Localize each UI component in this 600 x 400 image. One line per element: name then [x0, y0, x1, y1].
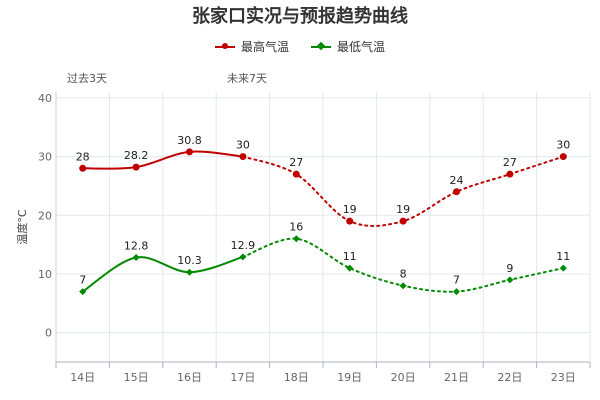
data-label: 12.9: [231, 239, 256, 252]
data-point[interactable]: [79, 288, 87, 296]
data-point[interactable]: [346, 264, 354, 272]
data-label: 11: [556, 250, 570, 263]
legend-marker-low: [311, 45, 331, 48]
x-tick-label: 15日: [124, 371, 149, 384]
legend-label-high: 最高气温: [240, 40, 289, 54]
data-label: 8: [400, 268, 407, 281]
x-tick-label: 23日: [551, 371, 576, 384]
data-label: 24: [450, 174, 464, 187]
series-line-observed-0: [82, 150, 243, 170]
data-label: 28: [76, 150, 90, 163]
series-line-observed-1: [82, 255, 244, 293]
data-label: 30.8: [177, 134, 202, 147]
x-tick-label: 18日: [284, 371, 309, 384]
data-point[interactable]: [186, 268, 193, 276]
data-label: 12.8: [124, 240, 149, 253]
data-point[interactable]: [132, 163, 140, 171]
data-point[interactable]: [453, 188, 460, 196]
data-label: 9: [506, 262, 513, 275]
data-point[interactable]: [292, 235, 300, 243]
data-point[interactable]: [506, 276, 514, 284]
y-tick-label: 30: [38, 151, 52, 164]
data-label: 28.2: [124, 149, 149, 162]
y-tick-label: 40: [38, 92, 52, 105]
data-point[interactable]: [399, 217, 407, 225]
legend-label-low: 最低气温: [337, 40, 386, 54]
data-point[interactable]: [132, 254, 140, 262]
data-point[interactable]: [239, 153, 247, 161]
data-label: 27: [289, 156, 303, 169]
x-tick-label: 16日: [177, 371, 202, 384]
y-tick-label: 0: [45, 327, 52, 340]
data-point[interactable]: [346, 217, 354, 225]
data-point[interactable]: [506, 170, 514, 178]
data-label: 7: [79, 274, 86, 287]
x-tick-label: 14日: [70, 371, 95, 384]
data-label: 27: [503, 156, 517, 169]
data-label: 30: [556, 139, 570, 152]
data-label: 11: [343, 250, 357, 263]
data-point[interactable]: [79, 164, 87, 172]
chart-title: 张家口实况与预报趋势曲线: [192, 6, 408, 27]
data-label: 10.3: [177, 254, 202, 267]
x-tick-label: 21日: [444, 371, 469, 384]
data-point[interactable]: [559, 264, 567, 272]
data-point[interactable]: [292, 170, 300, 178]
y-axis-label: 温度°C: [15, 209, 29, 244]
x-tick-label: 19日: [337, 371, 362, 384]
data-point[interactable]: [239, 253, 247, 261]
data-point[interactable]: [559, 153, 567, 161]
data-label: 16: [289, 221, 303, 234]
data-point[interactable]: [186, 148, 193, 156]
y-tick-label: 20: [38, 209, 52, 222]
past-period-label: 过去3天: [67, 72, 107, 85]
legend: 最高气温 最低气温: [0, 38, 600, 55]
data-label: 19: [343, 203, 357, 216]
x-tick-label: 20日: [391, 371, 416, 384]
data-label: 7: [453, 274, 460, 287]
x-tick-label: 17日: [230, 371, 255, 384]
legend-item-high[interactable]: 最高气温: [214, 38, 289, 55]
x-tick-label: 22日: [497, 371, 522, 384]
data-label: 30: [236, 139, 250, 152]
data-point[interactable]: [453, 288, 460, 296]
legend-item-low[interactable]: 最低气温: [311, 38, 385, 55]
data-label: 19: [396, 203, 410, 216]
legend-marker-high: [214, 42, 235, 49]
future-period-label: 未来7天: [227, 72, 267, 85]
y-tick-label: 10: [38, 268, 52, 281]
data-point[interactable]: [399, 282, 407, 290]
